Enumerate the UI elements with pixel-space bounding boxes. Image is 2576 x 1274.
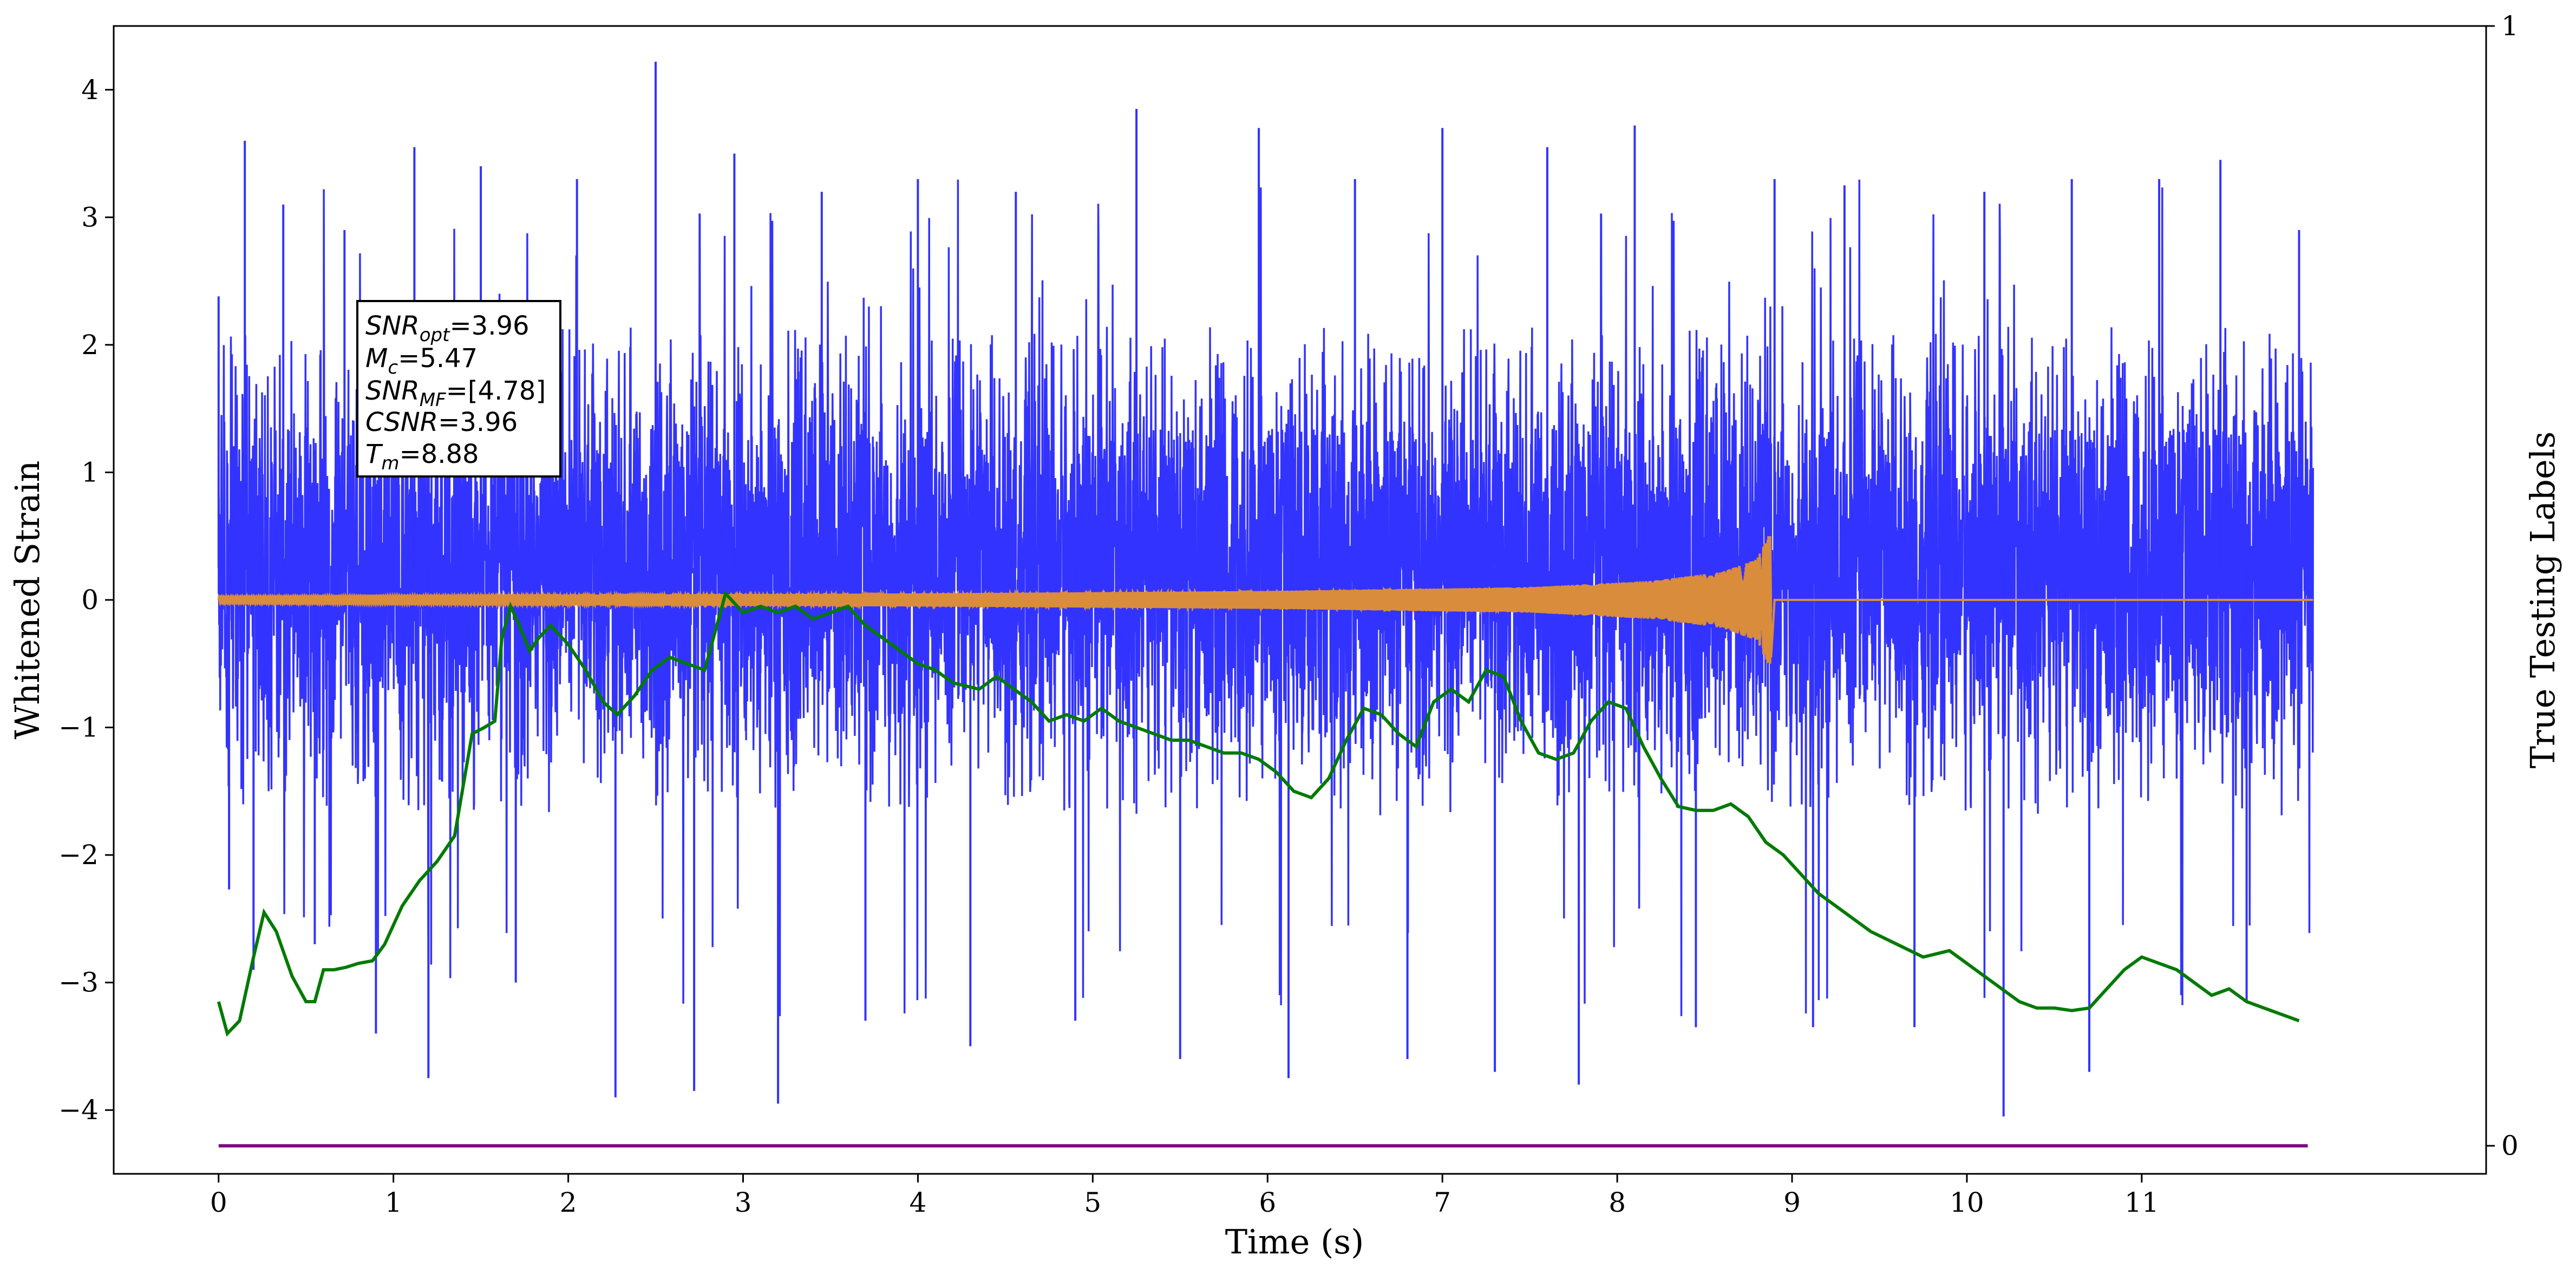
y-tick-label-2: 2 <box>81 329 99 361</box>
mc-value: =5.47 <box>398 343 478 374</box>
whitened-strain-noise-line <box>218 179 2315 1016</box>
y-tick-label-3: 1 <box>81 456 99 488</box>
x-tick-label-4: 4 <box>910 1187 927 1218</box>
mc-symbol: M <box>365 343 388 374</box>
x-tick-label-7: 7 <box>1434 1187 1451 1218</box>
annotation-snr-opt: SNRopt=3.96 <box>365 311 529 346</box>
x-axis: 0 1 2 3 4 5 6 7 8 9 10 11 <box>210 1174 2159 1218</box>
y2-tick-label-0: 1 <box>2501 10 2519 42</box>
signal-annotation-box: SNRopt=3.96 Mc=5.47 SNRMF=[4.78] CSNR=3.… <box>356 300 561 478</box>
x-tick-label-9: 9 <box>1783 1187 1801 1218</box>
x-tick-label-2: 2 <box>560 1187 577 1218</box>
annotation-csnr: CSNR=3.96 <box>365 407 518 437</box>
x-tick-label-0: 0 <box>210 1187 227 1218</box>
injected-chirp-signal-line <box>217 536 2313 664</box>
tm-symbol: T <box>365 439 383 469</box>
csnr-value: =3.96 <box>438 407 518 437</box>
x-tick-label-1: 1 <box>385 1187 402 1218</box>
x-axis-label: Time (s) <box>1225 1222 1364 1262</box>
y-tick-label-4: 0 <box>81 584 99 616</box>
snr-mf-subscript: MF <box>420 389 446 411</box>
csnr-symbol: CSNR <box>365 407 438 437</box>
x-tick-label-5: 5 <box>1084 1187 1101 1218</box>
annotation-tm: Tm=8.88 <box>365 439 479 474</box>
y-axis-label: Whitened Strain <box>8 461 47 740</box>
annotation-frame <box>356 300 561 478</box>
x-tick-label-8: 8 <box>1609 1187 1626 1218</box>
snr-opt-subscript: opt <box>420 324 450 346</box>
y-tick-label-5: −1 <box>58 712 99 743</box>
snr-opt-value: =3.96 <box>449 311 529 341</box>
y-axis: 4 3 2 1 0 −1 −2 −3 −4 <box>58 74 114 1126</box>
y-tick-label-1: 3 <box>81 201 99 233</box>
tm-value: =8.88 <box>399 439 479 469</box>
y2-axis-label: True Testing Labels <box>2523 432 2562 769</box>
snr-mf-value: =[4.78] <box>446 376 546 406</box>
y-tick-label-0: 4 <box>81 74 99 106</box>
smoothed-trace-line <box>217 590 2300 1037</box>
x-tick-label-6: 6 <box>1259 1187 1276 1218</box>
snr-mf-symbol: SNR <box>365 376 420 406</box>
y2-axis: 10 <box>2486 10 2519 1161</box>
y-tick-label-6: −2 <box>58 839 99 871</box>
tm-subscript: m <box>381 453 399 474</box>
annotation-mc: Mc=5.47 <box>365 343 478 378</box>
x-tick-label-10: 10 <box>1950 1187 1984 1218</box>
annotation-snr-mf: SNRMF=[4.78] <box>365 376 546 411</box>
x-tick-label-3: 3 <box>735 1187 752 1218</box>
y-tick-label-8: −4 <box>58 1094 99 1126</box>
x-tick-label-11: 11 <box>2124 1187 2159 1218</box>
mc-subscript: c <box>388 357 398 378</box>
y2-tick-label-1: 0 <box>2501 1130 2519 1161</box>
y-tick-label-7: −3 <box>58 967 99 998</box>
snr-opt-symbol: SNR <box>365 311 420 341</box>
